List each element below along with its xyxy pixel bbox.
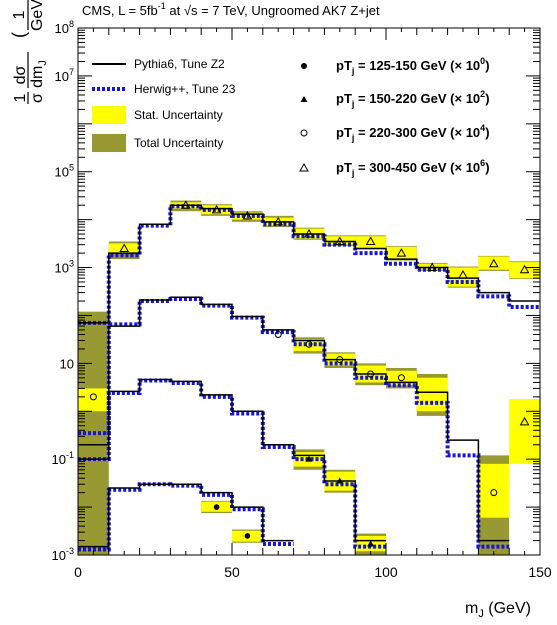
data-point: [274, 331, 282, 339]
data-point: [519, 264, 530, 274]
data-point: [304, 229, 314, 238]
y-tick-label: 103: [55, 259, 74, 276]
data-point: [427, 262, 438, 272]
data-point: [367, 540, 375, 547]
data-point: [397, 374, 405, 382]
legend-pythia-label: Pythia6, Tune Z2: [134, 57, 225, 71]
data-point: [336, 477, 344, 484]
y-tick-label: 10-1: [52, 450, 74, 467]
data-point: [89, 393, 97, 401]
svg-text:(: (: [9, 32, 29, 38]
data-point: [305, 340, 313, 348]
data-point: [242, 210, 253, 220]
stat-uncertainty-box: [478, 256, 510, 270]
legend-open-triangle-marker: [299, 162, 309, 172]
stat-uncertainty-box: [416, 377, 448, 412]
data-point: [273, 216, 284, 226]
pythia-series-line: [78, 378, 386, 542]
stat-uncertainty-box: [386, 370, 417, 386]
legend-herwig-label: Herwig++, Tune 23: [134, 82, 236, 96]
plot-area: [78, 200, 540, 555]
svg-text:1: 1: [11, 10, 28, 19]
data-point: [458, 269, 468, 279]
svg-text:dmJ: dmJ: [29, 60, 49, 88]
x-tick-label: 50: [224, 564, 240, 580]
legend-series3-label: pTj = 220-300 GeV (× 104): [336, 123, 490, 143]
stat-uncertainty-box: [108, 243, 140, 254]
chart-title: CMS, L = 5fb-1 at √s = 7 TeV, Ungroomed …: [82, 1, 380, 18]
data-point: [211, 204, 222, 214]
data-point: [305, 455, 313, 462]
axis-ticks: 0 50 100 150 10-3 10-1 10 103 105 107 108: [52, 19, 552, 580]
legend-series2-label: pTj = 150-220 GeV (× 102): [336, 89, 490, 109]
data-point: [213, 504, 220, 510]
data-point: [119, 243, 130, 252]
y-tick-label: 107: [55, 67, 74, 84]
data-point: [334, 236, 345, 245]
x-tick-label: 100: [374, 564, 398, 580]
legend-series4-label: pTj = 300-450 GeV (× 106): [336, 158, 490, 178]
svg-text:1: 1: [12, 93, 29, 102]
x-tick-label: 0: [74, 564, 82, 580]
y-tick-label: 105: [55, 163, 74, 180]
pythia-series-line: [78, 204, 540, 324]
stat-uncertainty-box: [416, 263, 448, 270]
pythia-series-line: [78, 483, 294, 548]
legend-total-label: Total Uncertainty: [134, 136, 223, 150]
pythia-series-line: [78, 296, 510, 542]
legend-stat-box: [92, 106, 126, 124]
y-tick-label: 10: [60, 356, 74, 371]
stat-uncertainty-box: [355, 236, 386, 249]
legend-filled-circle-marker: [301, 63, 307, 69]
data-point: [336, 356, 344, 364]
stat-uncertainty-box: [386, 246, 417, 260]
stat-uncertainty-box: [447, 267, 479, 287]
stat-uncertainty-box: [201, 205, 232, 215]
legend-series1-label: pTj = 125-150 GeV (× 100): [336, 56, 490, 76]
stat-uncertainty-box: [509, 399, 540, 464]
legend-stat-label: Stat. Uncertainty: [134, 108, 223, 122]
data-point: [396, 248, 407, 257]
data-point: [244, 533, 251, 539]
legend-total-box: [92, 134, 126, 152]
svg-text:GeV: GeV: [29, 0, 46, 31]
legend-right: pTj = 125-150 GeV (× 100) pTj = 150-220 …: [299, 56, 490, 178]
herwig-series-line: [78, 482, 294, 552]
legend-open-circle-marker: [300, 129, 308, 137]
x-axis-label: mJ (GeV): [465, 600, 531, 620]
stat-uncertainty-box: [509, 262, 540, 279]
data-point: [365, 236, 376, 245]
x-tick-label: 150: [528, 564, 552, 580]
y-axis-label: 1 σ dσ dmJ ( 1 GeV ): [9, 0, 49, 104]
stat-uncertainty-box: [478, 463, 510, 518]
herwig-series-line: [78, 204, 540, 325]
y-tick-label: 108: [55, 19, 74, 36]
data-point: [488, 258, 499, 268]
data-point: [519, 416, 530, 426]
herwig-series-line: [78, 297, 510, 549]
svg-text:dσ: dσ: [12, 65, 29, 84]
legend-filled-triangle-marker: [300, 96, 308, 102]
legend-left: Pythia6, Tune Z2 Herwig++, Tune 23 Stat.…: [92, 57, 236, 152]
stat-uncertainty-box: [324, 236, 356, 245]
data-point: [490, 489, 498, 497]
data-point: [180, 200, 191, 209]
svg-text:σ: σ: [29, 93, 46, 103]
y-tick-label: 10-3: [52, 546, 74, 563]
data-point: [367, 370, 375, 378]
